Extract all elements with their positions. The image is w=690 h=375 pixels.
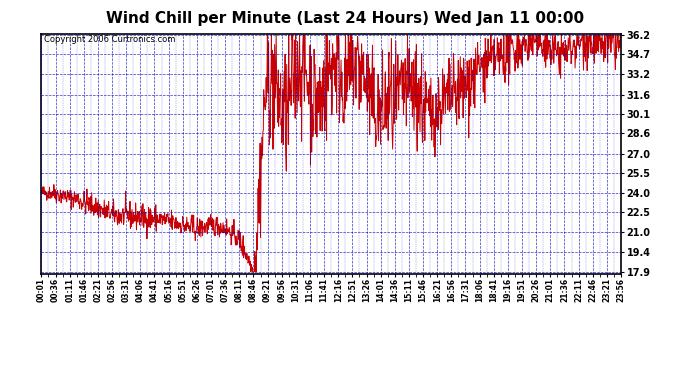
Text: Wind Chill per Minute (Last 24 Hours) Wed Jan 11 00:00: Wind Chill per Minute (Last 24 Hours) We…: [106, 11, 584, 26]
Text: Copyright 2006 Curtronics.com: Copyright 2006 Curtronics.com: [44, 35, 176, 44]
